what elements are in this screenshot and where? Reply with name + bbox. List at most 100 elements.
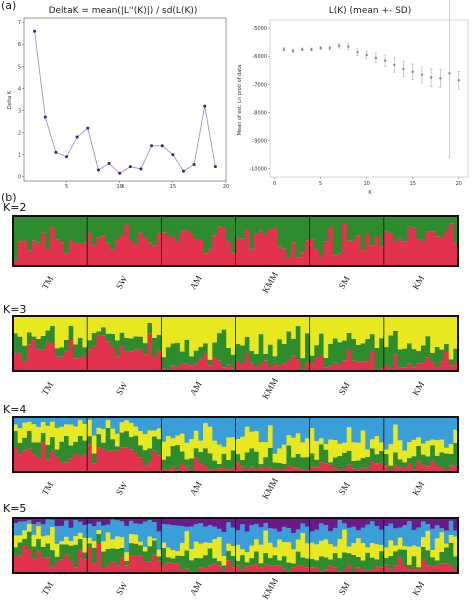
ancestry-bar-segment: [17, 336, 23, 354]
ancestry-bar-segment: [156, 232, 162, 266]
ancestry-bar-segment: [101, 442, 107, 449]
ancestry-bar-segment: [212, 469, 218, 472]
lk-x-tick-label: 0: [273, 181, 276, 187]
ancestry-bar-segment: [63, 435, 70, 463]
ancestry-bar-segment: [286, 316, 292, 332]
ancestry-bar-segment: [212, 316, 218, 343]
ancestry-bar-segment: [286, 562, 292, 572]
ancestry-bar-segment: [110, 216, 116, 250]
ancestry-bar-segment: [291, 437, 297, 458]
ancestry-bar-segment: [170, 446, 176, 467]
ancestry-bar-segment: [369, 462, 375, 472]
ancestry-bar-segment: [156, 334, 162, 351]
ancestry-bar-segment: [212, 357, 218, 371]
ancestry-bar-segment: [73, 518, 79, 521]
ancestry-bar-segment: [402, 525, 408, 547]
ancestry-bar-segment: [152, 316, 158, 338]
ancestry-bar-segment: [420, 558, 426, 573]
ancestry-bar-segment: [393, 354, 399, 371]
ancestry-bar-segment: [105, 316, 111, 334]
ancestry-bar-segment: [50, 421, 56, 438]
ancestry-bar-segment: [198, 358, 204, 371]
ancestry-bar-segment: [17, 555, 23, 573]
ancestry-bar-segment: [40, 232, 46, 266]
ancestry-bar-segment: [254, 431, 260, 452]
ancestry-bar-segment: [96, 534, 102, 545]
ancestry-bar-segment: [105, 216, 111, 243]
ancestry-bar-segment: [156, 556, 162, 561]
ancestry-bar-segment: [179, 542, 185, 556]
ancestry-bar-segment: [17, 535, 23, 543]
ancestry-bar-segment: [230, 468, 236, 472]
ancestry-bar-segment: [96, 335, 102, 371]
ancestry-bar-segment: [318, 540, 324, 557]
ancestry-bar-segment: [22, 361, 28, 371]
ancestry-bar-segment: [318, 462, 324, 472]
ancestry-bar-segment: [114, 433, 121, 447]
ancestry-bar-segment: [235, 344, 241, 362]
ancestry-bar-segment: [374, 559, 380, 567]
ancestry-bar-segment: [291, 467, 297, 472]
ancestry-bar-segment: [411, 417, 417, 440]
ancestry-bar-segment: [254, 234, 260, 266]
ancestry-bar-segment: [63, 520, 70, 537]
population-label: KM: [410, 480, 426, 498]
ancestry-bar-segment: [152, 540, 158, 555]
ancestry-bar-segment: [434, 316, 440, 347]
ancestry-bar-segment: [365, 547, 371, 553]
ancestry-bar-segment: [430, 216, 436, 232]
ancestry-bar-segment: [114, 340, 121, 357]
ancestry-bar-segment: [397, 367, 403, 371]
ancestry-bar-segment: [13, 447, 19, 472]
ancestry-bar-segment: [286, 216, 292, 258]
ancestry-bar-segment: [179, 230, 185, 266]
ancestry-bar-segment: [328, 365, 334, 371]
ancestry-bar-segment: [407, 363, 413, 371]
population-label: SW: [114, 480, 130, 497]
ancestry-bar-segment: [439, 349, 445, 362]
ancestry-bar-segment: [133, 518, 139, 524]
ancestry-bar-segment: [342, 523, 348, 530]
ancestry-bar-segment: [91, 333, 97, 347]
lk-xlabel: K: [368, 190, 372, 196]
ancestry-bar-segment: [244, 468, 250, 472]
ancestry-bar-segment: [411, 529, 417, 546]
ancestry-bar-segment: [175, 316, 181, 343]
ancestry-bar-segment: [161, 232, 167, 266]
lk-axes-frame: [269, 19, 469, 178]
ancestry-bar-segment: [346, 450, 352, 465]
ancestry-bar-segment: [402, 417, 408, 451]
ancestry-bar-segment: [342, 417, 348, 443]
ancestry-bar-segment: [203, 526, 209, 543]
population-label: SM: [337, 380, 352, 396]
lk-x-tick-label: 10: [364, 181, 370, 187]
ancestry-bar-segment: [82, 537, 88, 553]
ancestry-bar-segment: [397, 557, 403, 573]
ancestry-bar-segment: [235, 417, 241, 439]
ancestry-bar-segment: [175, 435, 181, 445]
ancestry-bar-segment: [258, 442, 264, 465]
ancestry-bar-segment: [54, 560, 60, 573]
deltak-data-point: [150, 144, 154, 148]
ancestry-bar-segment: [128, 437, 134, 450]
ancestry-bar-segment: [393, 417, 399, 425]
ancestry-bar-segment: [305, 567, 311, 573]
ancestry-bar-segment: [147, 242, 153, 266]
ancestry-bar-segment: [147, 561, 153, 573]
ancestry-bar-segment: [193, 316, 199, 351]
ancestry-bar-segment: [328, 565, 334, 573]
ancestry-bar-segment: [267, 425, 273, 448]
ancestry-bar-segment: [439, 452, 445, 468]
ancestry-bar-segment: [365, 233, 371, 266]
ancestry-bar-segment: [374, 316, 380, 348]
ancestry-bar-segment: [258, 563, 264, 568]
ancestry-bar-segment: [272, 469, 278, 472]
ancestry-bar-segment: [244, 566, 250, 573]
ancestry-bar-segment: [305, 526, 311, 544]
ancestry-bar-segment: [379, 417, 385, 443]
ancestry-bar-segment: [263, 360, 269, 371]
ancestry-bar-segment: [175, 551, 181, 556]
ancestry-bar-segment: [203, 352, 209, 371]
ancestry-bar-segment: [407, 463, 413, 472]
ancestry-bar-segment: [402, 216, 408, 242]
